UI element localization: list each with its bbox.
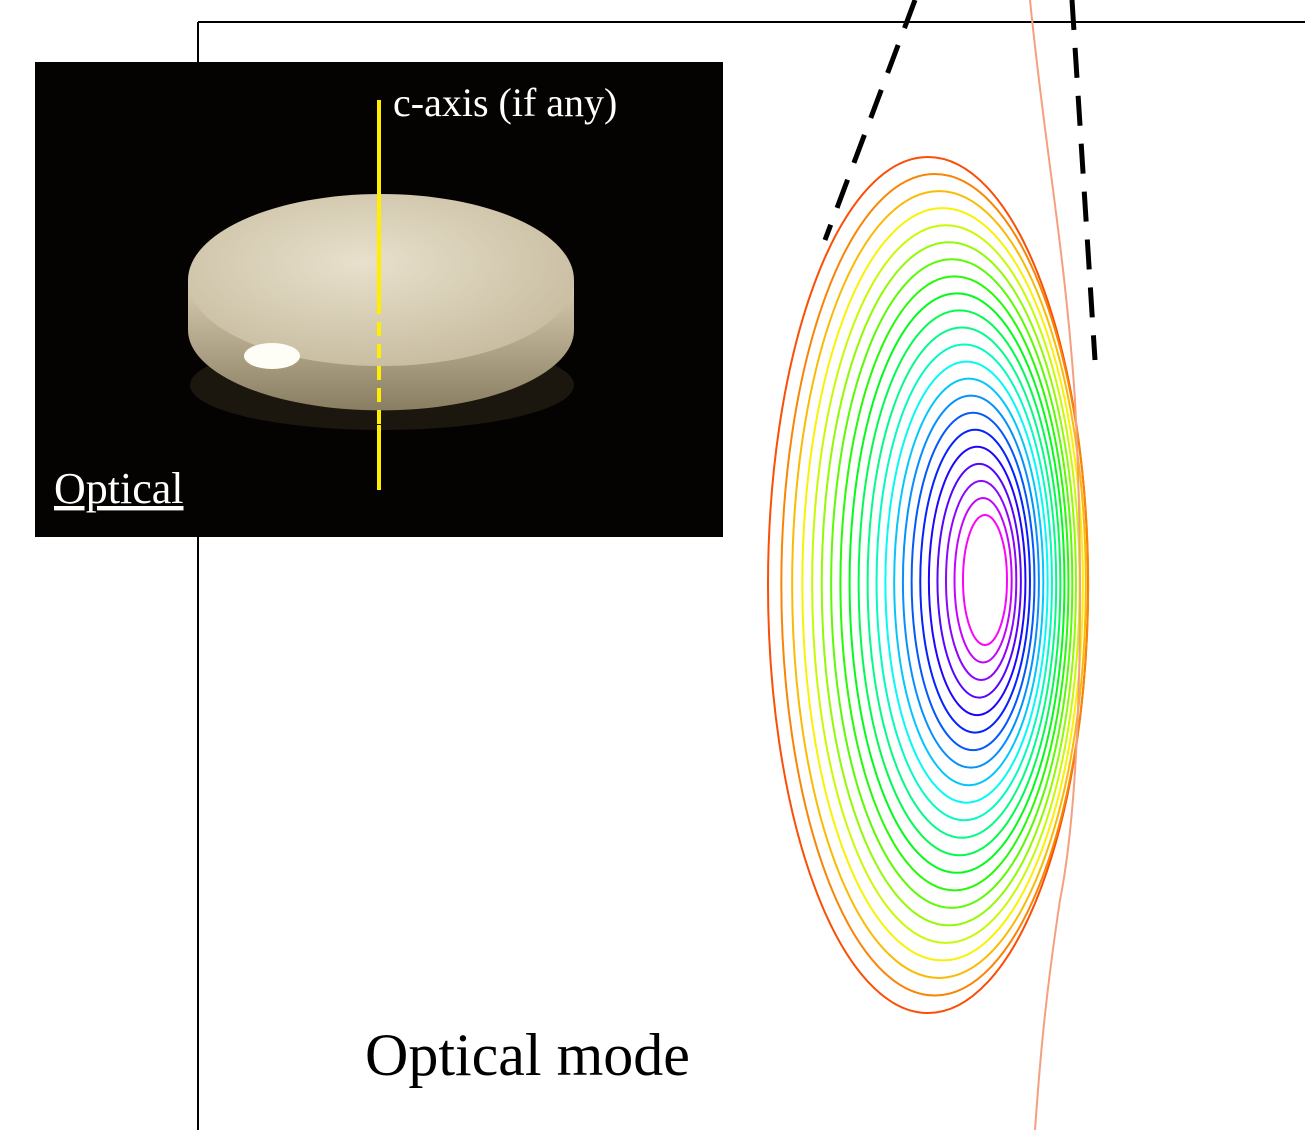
- contour: [885, 362, 1047, 803]
- mode-contours: [768, 157, 1088, 1013]
- contour: [868, 327, 1057, 837]
- dashed-line: [1072, 0, 1095, 360]
- mode-label: Optical mode: [365, 1022, 690, 1088]
- contour: [903, 396, 1039, 768]
- contour: [792, 191, 1086, 978]
- contour: [781, 174, 1088, 995]
- photo-caption: Optical: [54, 464, 184, 513]
- highlight: [244, 343, 300, 369]
- axis-label: c-axis (if any): [393, 80, 617, 125]
- contour: [822, 242, 1076, 925]
- photo: c-axis (if any) Optical: [35, 62, 723, 537]
- contour: [946, 481, 1016, 680]
- contour: [963, 515, 1007, 645]
- contour: [802, 208, 1083, 960]
- figure: c-axis (if any) Optical Optical mode: [0, 0, 1305, 1130]
